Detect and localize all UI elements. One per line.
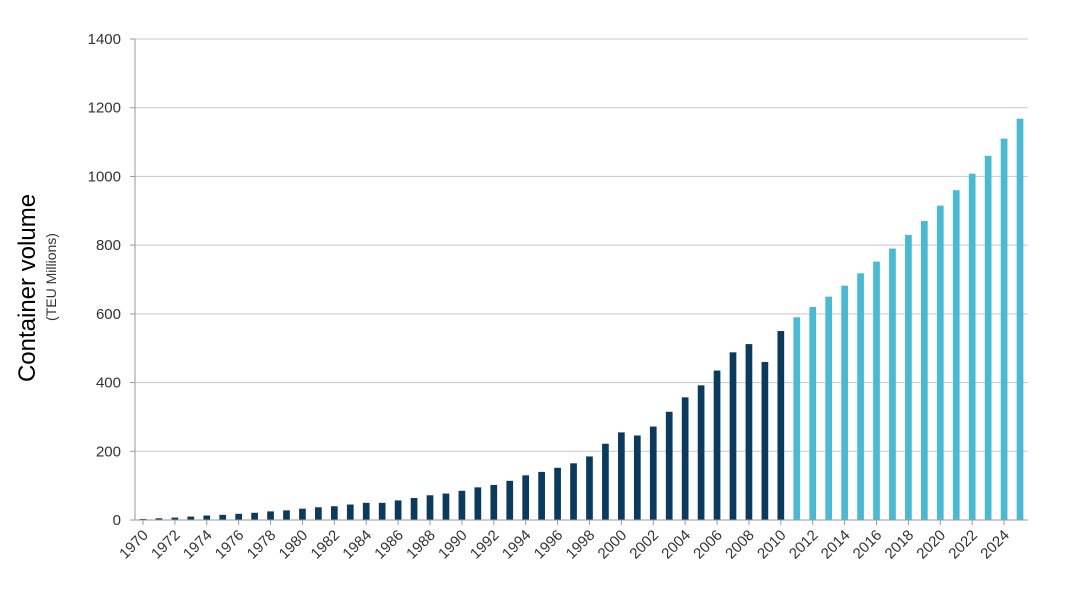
- bar-2007: [729, 352, 737, 520]
- bar-1975: [219, 514, 227, 520]
- bar-1981: [315, 507, 322, 520]
- bar-1998: [586, 456, 593, 520]
- bar-1999: [602, 443, 609, 520]
- x-tick-label: 1976: [212, 527, 248, 563]
- bar-1991: [474, 487, 482, 520]
- bar-1979: [283, 510, 290, 520]
- bar-1988: [426, 495, 434, 520]
- y-tick-label: 1200: [88, 100, 121, 117]
- y-tick-label: 800: [96, 237, 121, 254]
- bar-2009: [761, 361, 769, 520]
- x-tick-label: 2018: [882, 527, 918, 563]
- bar-1973: [187, 516, 195, 520]
- x-tick-label: 2002: [626, 527, 662, 563]
- x-tick-label: 2012: [786, 527, 822, 563]
- x-tick-label: 2010: [754, 527, 790, 563]
- y-axis-ticks: 0 200 400 600 800 1000 1200 1400: [88, 31, 135, 529]
- bar-2005: [697, 385, 705, 520]
- y-axis-title: Container volume: [14, 194, 41, 382]
- bar-2003: [665, 411, 673, 520]
- bar-1978: [267, 511, 274, 520]
- bars: [139, 118, 1024, 521]
- x-tick-label: 2000: [595, 527, 631, 563]
- bar-2008: [745, 344, 753, 520]
- bar-2019: [920, 221, 928, 521]
- bar-2013: [825, 296, 833, 520]
- bar-1990: [458, 490, 466, 520]
- bar-1992: [490, 484, 498, 520]
- bar-1980: [299, 508, 306, 520]
- x-tick-label: 2022: [945, 527, 981, 563]
- x-tick-label: 2016: [850, 527, 886, 563]
- bar-2004: [681, 397, 689, 520]
- bar-1976: [235, 513, 243, 520]
- x-tick-label: 1990: [435, 527, 471, 563]
- bar-2006: [713, 370, 721, 520]
- x-tick-label: 1970: [116, 527, 152, 563]
- x-tick-label: 1996: [531, 527, 567, 563]
- bar-2002: [649, 426, 657, 520]
- bar-2025: [1016, 118, 1024, 521]
- bar-1997: [570, 463, 577, 520]
- bar-2001: [633, 435, 641, 520]
- bar-1983: [346, 504, 354, 520]
- bar-1995: [538, 471, 545, 520]
- bar-2018: [905, 234, 912, 521]
- x-tick-label: 1994: [499, 527, 535, 563]
- x-tick-label: 1974: [180, 527, 216, 563]
- x-tick-label: 2006: [690, 527, 726, 563]
- x-tick-label: 2020: [914, 527, 950, 563]
- bar-1977: [251, 512, 258, 520]
- bar-2023: [984, 155, 992, 521]
- bar-1986: [394, 500, 402, 520]
- bar-2021: [952, 190, 960, 520]
- bar-2024: [1000, 138, 1008, 520]
- y-tick-label: 1400: [88, 31, 121, 48]
- x-tick-label: 1998: [563, 527, 599, 563]
- y-tick-label: 600: [96, 306, 121, 323]
- x-tick-label: 1986: [371, 527, 407, 563]
- y-axis-unit: (TEU Millions): [43, 233, 59, 321]
- bar-2022: [968, 173, 976, 520]
- bar-2016: [873, 261, 880, 520]
- bar-1972: [171, 517, 179, 520]
- bar-1996: [554, 467, 561, 520]
- y-tick-label: 0: [113, 512, 121, 529]
- x-tick-label: 1972: [148, 527, 184, 563]
- x-tick-label: 2008: [722, 527, 758, 563]
- bar-2010: [777, 331, 785, 520]
- bar-1982: [330, 506, 338, 520]
- bar-1970: [139, 518, 147, 520]
- x-tick-label: 1988: [403, 527, 439, 563]
- x-tick-label: 1992: [467, 527, 503, 563]
- x-tick-label: 2024: [977, 527, 1013, 563]
- bar-2011: [793, 317, 801, 520]
- x-tick-label: 2004: [658, 527, 694, 563]
- bar-2015: [857, 273, 864, 520]
- y-tick-label: 1000: [88, 168, 121, 185]
- x-tick-label: 1984: [339, 527, 375, 563]
- bar-1989: [442, 493, 450, 520]
- y-tick-label: 200: [96, 443, 121, 460]
- x-tick-label: 1980: [276, 527, 312, 563]
- bar-2017: [889, 248, 896, 521]
- x-tick-label: 2014: [818, 527, 854, 563]
- bar-2014: [841, 285, 848, 520]
- bar-1993: [506, 480, 514, 520]
- x-tick-label: 1982: [308, 527, 344, 563]
- y-tick-label: 400: [96, 375, 121, 392]
- bar-1985: [378, 502, 386, 520]
- bar-2000: [618, 432, 625, 520]
- gridlines: [135, 38, 1028, 452]
- x-tick-label: 1978: [244, 527, 280, 563]
- bar-1971: [155, 518, 163, 520]
- bar-1994: [522, 475, 530, 520]
- bar-2012: [809, 306, 817, 520]
- bar-1987: [410, 498, 418, 520]
- bar-1984: [362, 502, 370, 520]
- x-axis-ticks: 1970197219741976197819801982198419861988…: [116, 520, 1013, 562]
- bar-1974: [203, 515, 211, 520]
- bar-2020: [936, 205, 944, 520]
